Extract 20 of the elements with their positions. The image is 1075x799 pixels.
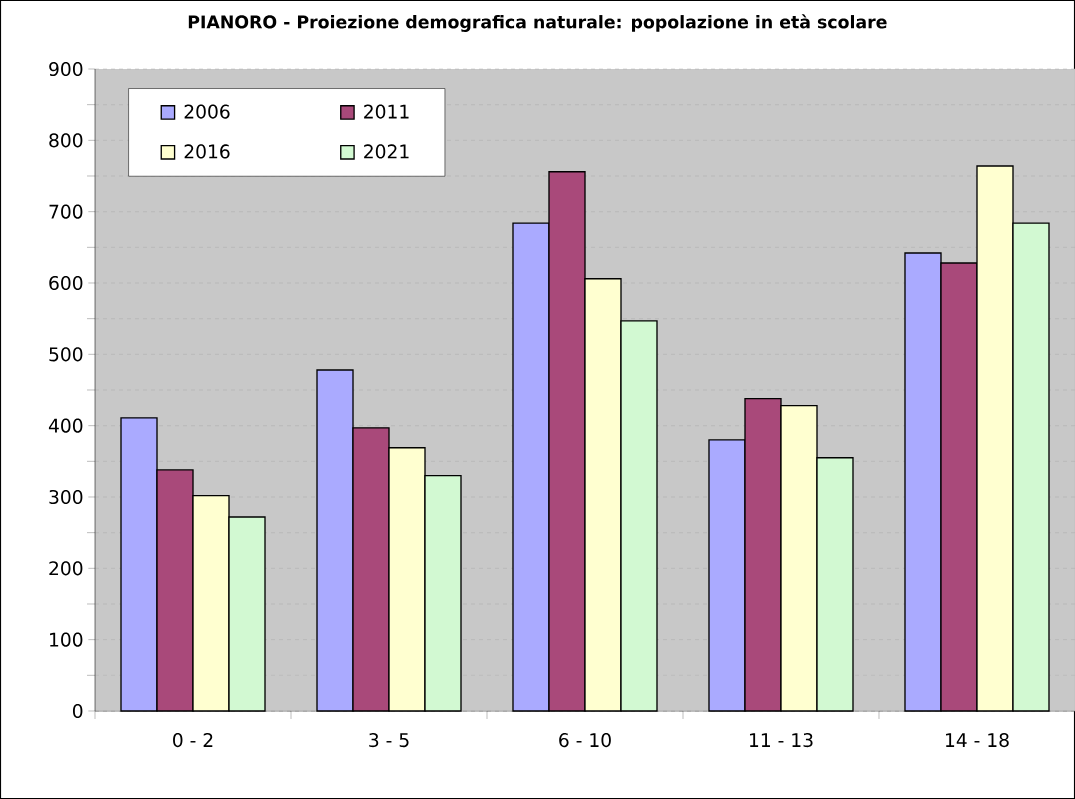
x-tick-label: 14 - 18 [945, 733, 1009, 748]
chart-title: PIANORO - Proiezione demografica naturale: popolazione in età scolare [188, 14, 887, 32]
x-tick-label: 0 - 2 [173, 733, 213, 748]
legend-label: 2011 [364, 104, 409, 119]
y-tick-label: 200 [49, 561, 83, 576]
y-tick-label: 100 [50, 632, 83, 647]
y-tick-label: 700 [49, 204, 83, 219]
y-tick-label: 500 [49, 347, 83, 362]
x-tick-label: 3 - 5 [369, 733, 409, 748]
y-tick-label: 800 [49, 133, 83, 148]
y-tick-label: 400 [48, 418, 83, 433]
legend-label: 2006 [184, 104, 230, 119]
legend-label: 2021 [364, 144, 409, 159]
y-tick-label: 900 [49, 61, 83, 77]
x-tick-label: 6 - 10 [559, 733, 611, 748]
y-tick-label: 600 [49, 275, 83, 291]
y-tick-label: 300 [49, 489, 83, 505]
x-tick-label: 11 - 13 [749, 733, 813, 748]
legend-label: 2016 [184, 144, 230, 159]
y-tick-label: 0 [72, 703, 83, 719]
